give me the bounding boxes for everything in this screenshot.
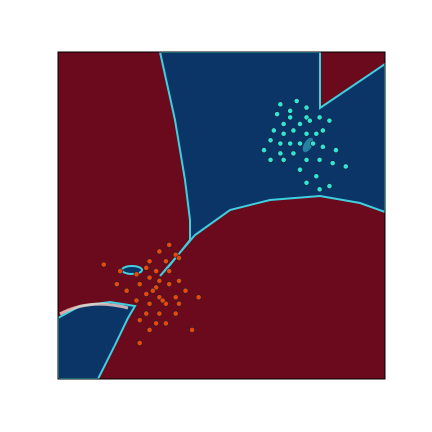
scatter-point <box>149 287 156 294</box>
scatter-point <box>189 327 195 333</box>
scatter-point <box>287 140 294 147</box>
scatter-point <box>303 157 310 163</box>
scatter-point <box>146 300 153 307</box>
scatter-point <box>316 186 323 193</box>
scatter-point <box>136 317 143 324</box>
scatter-point <box>153 320 159 327</box>
scatter-point <box>117 268 124 274</box>
scatter-point <box>143 291 150 297</box>
scatter-point <box>326 117 333 124</box>
scatter-point <box>156 277 163 284</box>
scatter-point <box>123 287 130 294</box>
scatter-point <box>319 127 326 134</box>
scatter-point <box>133 297 140 304</box>
scatter-point <box>287 107 294 114</box>
scatter-point <box>277 150 284 157</box>
scatter-point <box>287 114 294 121</box>
scatter-point <box>329 160 336 167</box>
scatter-point <box>136 281 143 288</box>
scatter-point <box>182 287 189 294</box>
scatter-point <box>303 179 310 186</box>
scatter-point <box>297 140 303 147</box>
scatter-point <box>143 310 150 317</box>
scatter-point <box>143 264 150 271</box>
scatter-point <box>153 268 159 274</box>
scatter-point <box>333 147 339 153</box>
scatter-point <box>270 127 277 134</box>
scatter-point <box>290 150 297 157</box>
scatter-point <box>133 271 140 278</box>
scatter-point <box>136 340 143 346</box>
region-edge <box>302 137 314 153</box>
scatter-point <box>293 98 300 104</box>
scatter-point <box>274 111 280 118</box>
scatter-point <box>303 130 310 137</box>
scatter-point <box>277 101 284 108</box>
scatter-point <box>319 143 326 150</box>
scatter-point <box>280 157 287 163</box>
scatter-point <box>310 140 316 147</box>
boundary-glow <box>59 302 129 316</box>
scatter-point <box>195 294 202 301</box>
scatter-point <box>159 297 166 304</box>
region-blue <box>121 265 143 275</box>
scatter-point <box>342 163 349 170</box>
scatter-point <box>146 327 153 333</box>
scatter-point <box>166 242 173 248</box>
scatter-point <box>146 274 153 281</box>
scatter-point <box>113 281 120 288</box>
scatter-point <box>156 310 163 317</box>
scatter-point <box>146 258 153 265</box>
scatter-point <box>267 137 274 144</box>
region-blue <box>158 52 385 277</box>
scatter-point <box>267 157 274 163</box>
scatter-point <box>313 130 320 137</box>
scatter-point <box>290 127 297 134</box>
decision-regions <box>58 52 385 379</box>
scatter-point <box>261 147 267 153</box>
scatter-point <box>277 140 284 147</box>
scatter-point <box>166 268 173 274</box>
scatter-point <box>313 173 320 180</box>
plot-frame <box>57 51 386 380</box>
scatter-point <box>100 261 107 268</box>
scatter-point <box>172 294 179 301</box>
scatter-point <box>303 104 310 111</box>
scatter-point <box>176 300 182 307</box>
scatter-point <box>297 166 303 173</box>
scatter-point <box>306 117 313 124</box>
scatter-point <box>176 255 182 261</box>
scatter-point <box>280 121 287 127</box>
scatter-point <box>316 157 323 163</box>
scatter-point <box>163 258 169 265</box>
scatter-point <box>176 277 182 284</box>
scatter-point <box>297 121 303 127</box>
scatter-point <box>156 248 163 255</box>
scatter-point <box>166 281 173 288</box>
scatter-point <box>326 183 333 189</box>
scatter-point <box>163 320 169 327</box>
scatter-point <box>172 310 179 317</box>
scatter-point <box>316 114 323 121</box>
scatter-point <box>280 130 287 137</box>
